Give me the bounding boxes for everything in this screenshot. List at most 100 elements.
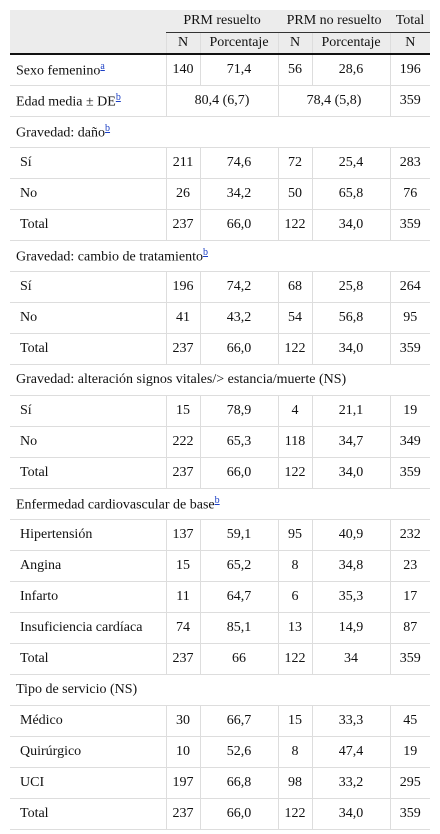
data-cell: 196	[165, 271, 200, 303]
data-cell: 59,1	[199, 519, 279, 551]
data-cell: 14,9	[311, 612, 391, 644]
table-row: Infarto 11 64,7 6 35,3 17	[10, 581, 431, 613]
data-cell: 66,0	[199, 798, 279, 830]
data-cell: 359	[389, 457, 431, 489]
footnote-link[interactable]: b	[214, 495, 220, 507]
table-row: Total 237 66,0 122 34,0 359	[10, 798, 431, 830]
data-cell: 237	[165, 209, 200, 241]
data-cell: 17	[389, 581, 431, 613]
data-cell: 34,0	[311, 209, 391, 241]
table-row: Quirúrgico 10 52,6 8 47,4 19	[10, 736, 431, 768]
data-cell: 56	[277, 54, 313, 86]
header-cell	[10, 10, 166, 32]
row-label: No	[10, 178, 166, 210]
data-cell: 80,4 (6,7)	[165, 85, 279, 117]
data-cell: 85,1	[199, 612, 279, 644]
row-label: Angina	[10, 550, 166, 582]
table-row: Edad media ± DEb 80,4 (6,7) 78,4 (5,8) 359	[10, 85, 431, 117]
label-text: Total	[20, 805, 49, 821]
data-cell: 4	[277, 395, 313, 427]
data-cell: 74	[165, 612, 200, 644]
data-cell: 118	[277, 426, 313, 458]
data-cell: 34,7	[311, 426, 391, 458]
data-cell: 6	[277, 581, 313, 613]
row-label: Enfermedad cardiovascular de baseb	[10, 488, 431, 520]
data-cell: 66,0	[199, 457, 279, 489]
data-cell: 15	[165, 550, 200, 582]
data-cell: 23	[389, 550, 431, 582]
data-cell: 35,3	[311, 581, 391, 613]
data-cell: 33,2	[311, 767, 391, 799]
data-cell: 122	[277, 333, 313, 365]
footnote: b	[105, 121, 110, 134]
row-label: Total	[10, 798, 166, 830]
table-row: No 222 65,3 118 34,7 349	[10, 426, 431, 458]
data-cell: 34,0	[311, 457, 391, 489]
label-text: Sí	[20, 154, 32, 170]
label-text: Sí	[20, 402, 32, 418]
table-row: Sexo femeninoa 140 71,4 56 28,6 196	[10, 54, 431, 86]
table-row: No 41 43,2 54 56,8 95	[10, 302, 431, 334]
label-text: Tipo de servicio (NS)	[16, 681, 138, 697]
table-body: Sexo femeninoa 140 71,4 56 28,6 196 Edad media…	[10, 54, 431, 830]
row-label: Sí	[10, 147, 166, 179]
data-cell: 65,8	[311, 178, 391, 210]
label-text: Insuficiencia cardíaca	[20, 619, 143, 635]
data-cell: 56,8	[311, 302, 391, 334]
label-text: Infarto	[20, 588, 59, 604]
data-cell: 25,8	[311, 271, 391, 303]
data-cell: 8	[277, 736, 313, 768]
label-text: Médico	[20, 712, 63, 728]
data-cell: 66,0	[199, 209, 279, 241]
data-cell: 54	[277, 302, 313, 334]
data-cell: 359	[389, 209, 431, 241]
data-cell: 237	[165, 333, 200, 365]
table-row: Total 237 66 122 34 359	[10, 643, 431, 675]
data-cell: 122	[277, 457, 313, 489]
header-row: PRM resuelto PRM no resuelto Total	[10, 10, 431, 33]
label-text: No	[20, 433, 38, 449]
data-cell: 66,7	[199, 705, 279, 737]
data-cell: 140	[165, 54, 200, 86]
label-text: Gravedad: cambio de tratamiento	[16, 249, 203, 265]
data-cell: 34,0	[311, 798, 391, 830]
data-cell: 74,2	[199, 271, 279, 303]
data-cell: 41	[165, 302, 200, 334]
data-cell: 43,2	[199, 302, 279, 334]
footnote-link[interactable]: b	[202, 247, 208, 259]
footnote-link[interactable]: b	[115, 92, 121, 104]
data-cell: 196	[389, 54, 431, 86]
data-cell: 78,9	[199, 395, 279, 427]
data-table: PRM resuelto PRM no resuelto Total N Por…	[10, 10, 431, 830]
section-row: Gravedad: alteración signos vitales/> es…	[10, 364, 431, 396]
data-cell: 10	[165, 736, 200, 768]
data-cell: 65,3	[199, 426, 279, 458]
label-text: Total	[20, 650, 49, 666]
data-cell: 50	[277, 178, 313, 210]
footnote: b	[116, 90, 121, 103]
data-cell: 122	[277, 643, 313, 675]
column-header: N	[389, 32, 431, 55]
column-header: Porcentaje	[311, 32, 391, 55]
data-cell: 359	[389, 85, 431, 117]
data-cell: 28,6	[311, 54, 391, 86]
data-cell: 197	[165, 767, 200, 799]
data-cell: 34,2	[199, 178, 279, 210]
section-row: Enfermedad cardiovascular de baseb	[10, 488, 431, 520]
label-text: No	[20, 185, 38, 201]
table-row: UCI 197 66,8 98 33,2 295	[10, 767, 431, 799]
data-cell: 15	[165, 395, 200, 427]
table-row: Total 237 66,0 122 34,0 359	[10, 457, 431, 489]
data-cell: 19	[389, 395, 431, 427]
data-cell: 21,1	[311, 395, 391, 427]
data-cell: 30	[165, 705, 200, 737]
data-cell: 65,2	[199, 550, 279, 582]
data-cell: 237	[165, 798, 200, 830]
footnote-link[interactable]: a	[100, 61, 105, 73]
row-label: No	[10, 302, 166, 334]
row-label: Tipo de servicio (NS)	[10, 674, 431, 706]
footnote-link[interactable]: b	[105, 123, 111, 135]
data-cell: 66	[199, 643, 279, 675]
data-cell: 232	[389, 519, 431, 551]
data-cell: 76	[389, 178, 431, 210]
